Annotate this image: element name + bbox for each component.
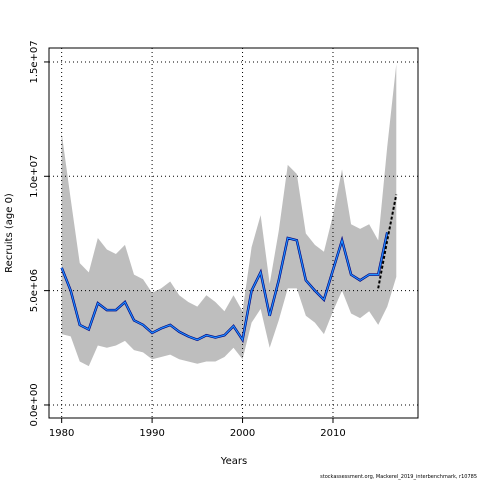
y-tick-label: 1.0e+07 <box>29 155 40 198</box>
x-tick-label: 2010 <box>320 428 345 439</box>
y-axis-label: Recruits (age 0) <box>4 193 15 273</box>
y-tick-label: 5.0e+06 <box>29 269 40 312</box>
x-tick-label: 2000 <box>230 428 255 439</box>
x-tick-label: 1990 <box>139 428 164 439</box>
footnote: stockassessment.org, Mackerel_2019_inter… <box>320 474 477 480</box>
series-line <box>377 194 398 289</box>
x-axis-label: Years <box>220 456 247 467</box>
y-tick-label: 0.0e+00 <box>29 383 40 426</box>
plot-frame <box>48 47 419 419</box>
y-tick-label: 1.5e+07 <box>29 40 40 83</box>
series-line <box>61 232 388 342</box>
x-tick-label: 1980 <box>49 428 74 439</box>
confidence-band <box>61 64 397 367</box>
